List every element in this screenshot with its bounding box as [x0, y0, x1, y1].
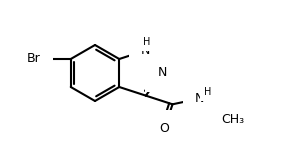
Text: H: H: [143, 37, 151, 47]
Text: N: N: [141, 44, 151, 57]
Text: Br: Br: [27, 52, 41, 66]
Text: CH₃: CH₃: [222, 113, 245, 126]
Text: N: N: [195, 92, 205, 105]
Text: N: N: [158, 67, 167, 79]
Text: H: H: [204, 87, 212, 97]
Text: O: O: [160, 122, 170, 135]
